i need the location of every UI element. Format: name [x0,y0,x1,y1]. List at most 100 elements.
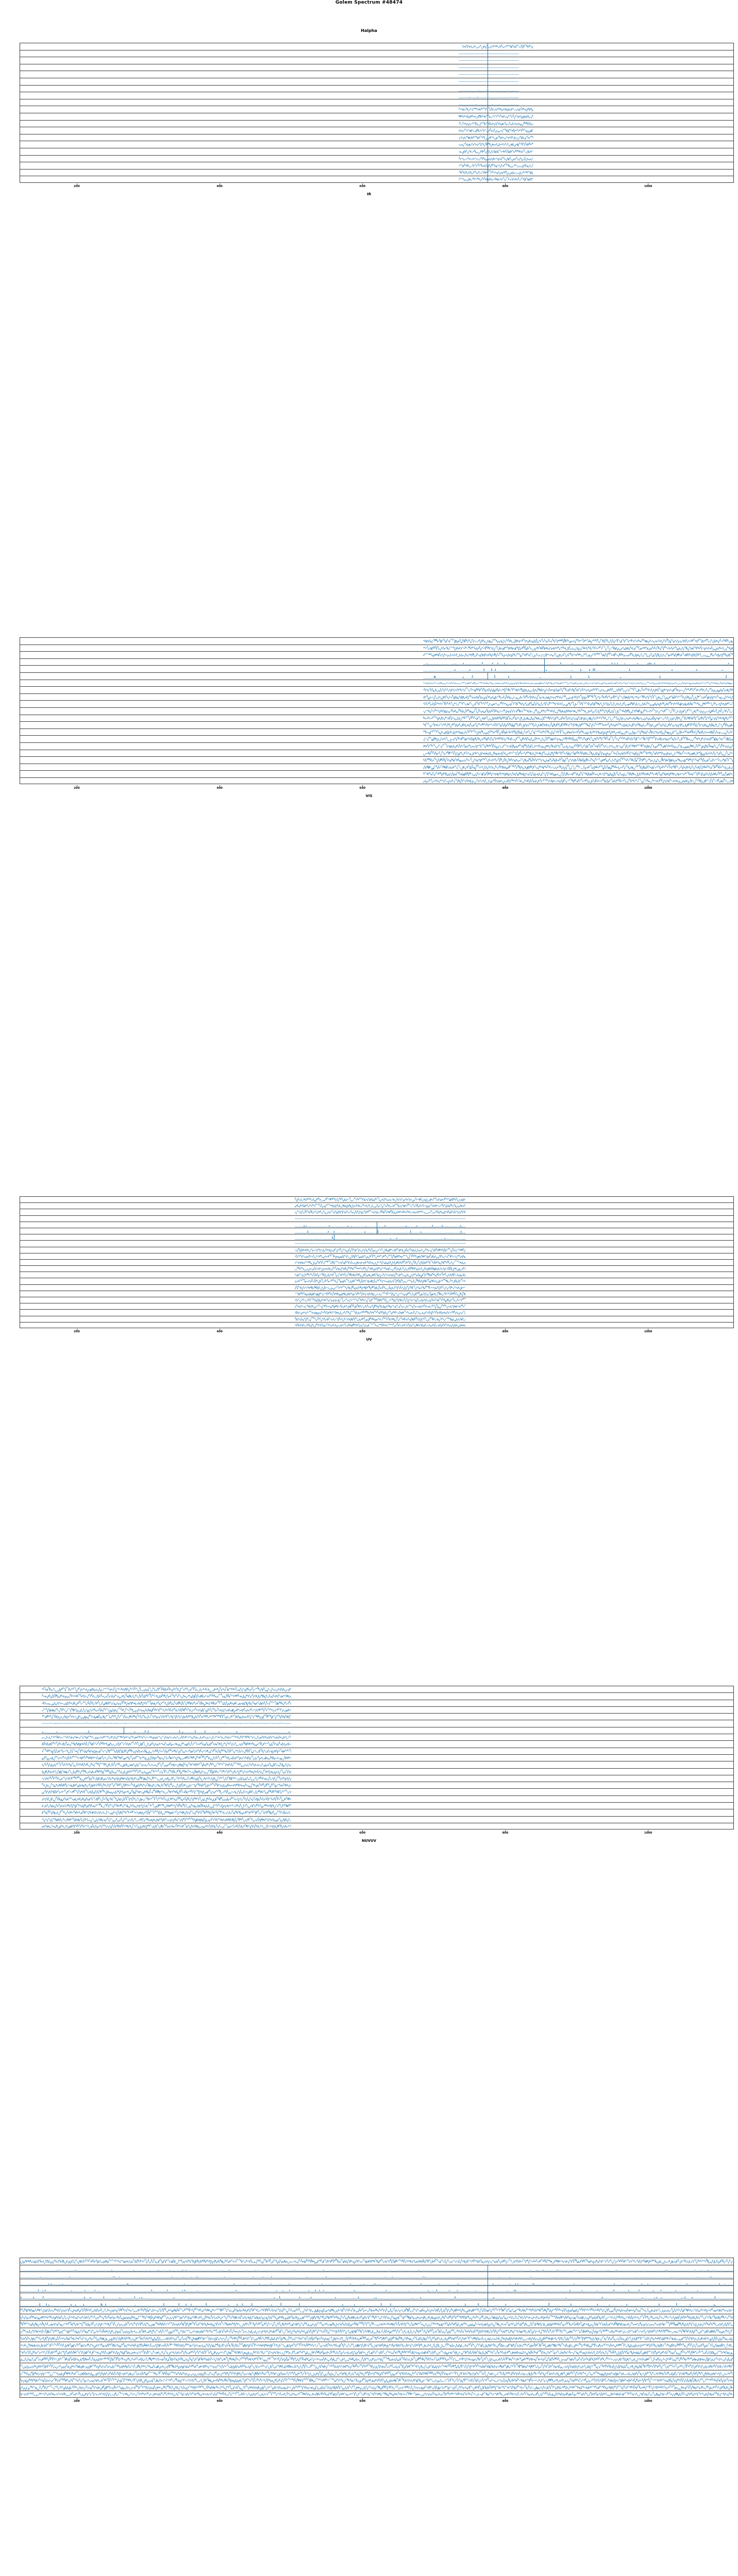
spectrum-trace [20,2342,733,2349]
spectrum-trace [41,1693,291,1699]
spectrum-row: 17501700 [20,1740,734,1748]
spectrum-row: 190180170 [20,120,734,127]
spectrum-row: 500450 [20,2377,734,2384]
spectrum-row: 450425 [20,742,734,750]
spectrum-row: 17501700 [20,1788,734,1795]
spectrum-row: 200100 [20,98,734,106]
spectrum-row: 450425 [20,1265,734,1272]
spectrum-row: 460440 [20,651,734,658]
spectrum-row: 600400200 [20,658,734,666]
spectrum-row: 600400 [20,2299,734,2307]
x-tick-label: 1000 [644,2398,652,2403]
spectrum-row: 480460 [20,1240,734,1247]
spectrum-row: 450425 [20,1272,734,1278]
spectrum-trace [41,1700,291,1706]
spectrum-row: 500450 [20,2320,734,2328]
spectrum-row: 185180175 [20,147,734,155]
spectrum-row: 500450 [20,2355,734,2363]
spectrum-row: 185180175 [20,141,734,148]
spectrum-trace [294,1272,466,1278]
spectrum-trace [294,1266,466,1272]
spectrum-row: 190180170 [20,112,734,120]
panel-title-halpha: Halpha [361,28,377,33]
spectrum-row: 500400 [20,2307,734,2314]
spectrum-row: 475450 [20,1196,734,1203]
spectrum-row: 450425 [20,721,734,728]
x-tick-label: 600 [359,1329,366,1334]
spectrum-trace [41,1741,291,1747]
spectrum-trace [423,694,733,701]
spectrum-row: 460440 [20,686,734,693]
spectrum-trace [41,1775,291,1782]
x-tick-label: 400 [216,183,223,188]
spectrum-trace [294,1297,466,1303]
spectrum-trace [459,50,519,57]
x-axis: 200 400 600 800 1000 [20,2398,734,2408]
x-axis-label: IR [367,192,371,196]
spectrum-trace [41,1686,291,1692]
spectrum-row: 17501700 [20,1706,734,1714]
spectrum-trace [423,645,733,652]
spectrum-trace [294,1316,466,1322]
x-axis: 200 400 600 800 1000 [20,183,734,193]
spectrum-row: 450425 [20,1321,734,1328]
spectrum-row: 450425 [20,1284,734,1291]
spectrum-row: 450425 [20,637,734,645]
spectrum-trace [41,1796,291,1802]
spectrum-trace [423,757,733,764]
x-axis: 200 400 600 800 1000 [20,1329,734,1338]
spectrum-trace [459,156,533,162]
spectrum-trace [20,2314,733,2321]
spectrum-trace [423,750,733,757]
spectrum-trace [294,1278,466,1284]
x-tick-label: 1000 [644,183,652,188]
spectrum-row: 185180175 [20,43,734,50]
spectrum-trace [20,2307,733,2314]
spectrum-trace [41,1748,291,1754]
x-axis: 200 400 600 800 1000 [20,785,734,795]
spectrum-trace [459,162,533,169]
spectrum-trace [423,729,733,736]
spectrum-trace [20,2335,733,2342]
x-tick-label: 800 [502,2398,509,2403]
spectrum-trace [20,2363,733,2370]
spectrum-row: 185180 [20,155,734,162]
spectrum-row: 450425 [20,1290,734,1297]
spectrum-trace [20,2279,733,2286]
spectrum-trace [41,1727,291,1734]
row-stack: 5004001000500100050010005001000500100050… [20,2258,734,2398]
spectrum-trace [20,2328,733,2335]
x-tick-label: 800 [502,785,509,790]
spectrum-trace [462,43,533,50]
spectrum-row: 450425 [20,735,734,742]
spectrum-trace [294,1228,466,1234]
spectrum-trace [41,1817,291,1823]
spectrum-trace [41,1803,291,1809]
spectrum-trace [20,2272,733,2279]
spectrum-trace [423,680,733,687]
spectrum-row: 17001600 [20,1692,734,1700]
spectrum-row: 500450 [20,2348,734,2356]
spectrum-row: 17501700 [20,1809,734,1816]
spectrum-row: 500250 [20,71,734,78]
spectrum-row: 1000500 [20,2292,734,2300]
spectrum-row: 450425 [20,1309,734,1316]
spectrum-trace [294,1203,466,1209]
spectrum-trace [294,1310,466,1315]
spectrum-trace [423,701,733,707]
x-tick-label: 400 [216,2398,223,2403]
spectrum-trace [20,2265,733,2272]
spectrum-trace [294,1303,466,1309]
spectrum-trace [41,1734,291,1740]
spectrum-trace [423,778,733,784]
row-stack: 1700160017001600170016001750170017501700… [20,1686,734,1830]
spectrum-trace [459,113,533,120]
spectrum-trace [294,1291,466,1297]
spectrum-row: 450425 [20,749,734,757]
spectrum-trace [294,1253,466,1259]
x-tick-label: 200 [74,183,80,188]
spectrum-trace [459,64,519,71]
spectrum-row: 185180175 [20,133,734,141]
spectrum-row: 450425 [20,756,734,764]
